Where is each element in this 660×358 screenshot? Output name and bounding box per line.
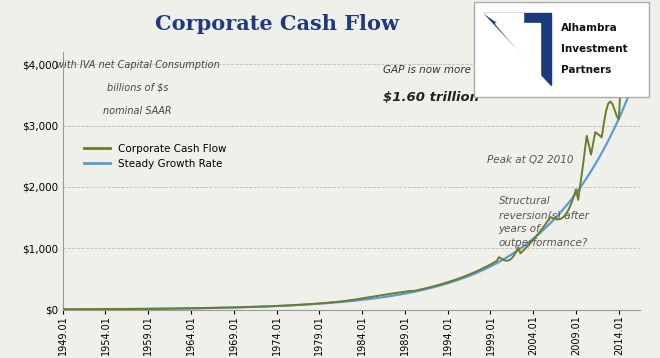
Text: with IVA net Capital Consumption: with IVA net Capital Consumption (56, 60, 220, 70)
Polygon shape (484, 13, 523, 40)
Text: nominal SAAR: nominal SAAR (104, 106, 172, 116)
Polygon shape (495, 23, 541, 76)
Text: Structural
reversion(s) after
years of
outperformance?: Structural reversion(s) after years of o… (499, 196, 589, 248)
Text: Investment: Investment (561, 44, 628, 54)
Polygon shape (484, 13, 551, 85)
Text: Corporate Cash Flow: Corporate Cash Flow (155, 14, 399, 34)
Text: $1.60 trillion: $1.60 trillion (383, 91, 479, 103)
Legend: Corporate Cash Flow, Steady Growth Rate: Corporate Cash Flow, Steady Growth Rate (79, 140, 230, 173)
Text: GAP is now more than: GAP is now more than (383, 65, 498, 75)
Text: billions of $s: billions of $s (107, 83, 168, 93)
Text: Alhambra: Alhambra (561, 23, 618, 33)
Text: Partners: Partners (561, 66, 612, 75)
Text: Peak at Q2 2010: Peak at Q2 2010 (487, 155, 574, 165)
